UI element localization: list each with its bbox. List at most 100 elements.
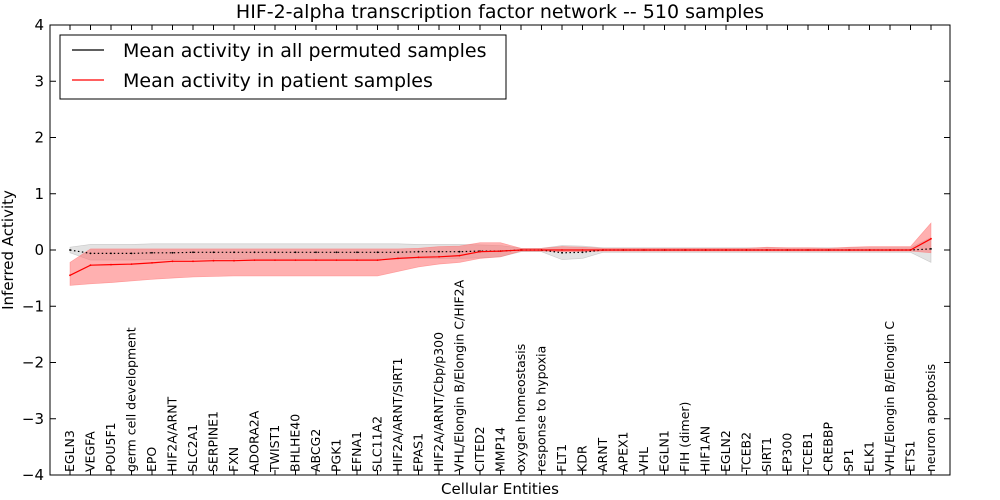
y-tick-label: 2 (34, 129, 44, 147)
x-tick-label: HIF2A/ARNT/SIRT1 (390, 358, 405, 472)
x-tick-label: CREBBP (821, 422, 836, 472)
y-tick-label: −3 (22, 410, 44, 428)
x-tick-label: neuron apoptosis (923, 364, 938, 472)
y-tick-label: 3 (34, 72, 44, 90)
point-permuted-24 (561, 251, 563, 254)
point-patient-27 (622, 249, 625, 251)
point-patient-3 (130, 263, 133, 265)
point-patient-28 (643, 249, 645, 251)
point-patient-40 (889, 249, 891, 251)
point-patient-12 (315, 259, 317, 261)
point-patient-26 (602, 249, 604, 251)
x-tick-label: EGLN2 (718, 430, 733, 472)
x-tick-label: HIF2A/ARNT/Cbp/p300 (431, 332, 446, 472)
x-tick-label: TCEB2 (739, 432, 754, 473)
y-axis: −4 −3 −2 −1 0 1 2 3 4 (22, 16, 950, 484)
x-tick-label: EPO (144, 447, 159, 472)
point-patient-24 (561, 249, 563, 251)
x-tick-label: EPAS1 (411, 433, 426, 472)
point-patient-32 (725, 249, 727, 251)
x-tick-label: TCEB1 (800, 432, 815, 473)
x-tick-label: ARNT (595, 437, 610, 472)
point-permuted-8 (233, 251, 235, 254)
x-axis: EGLN3 VEGFA POU5F1 germ cell development EPO… (62, 25, 938, 475)
point-patient-16 (397, 257, 399, 260)
point-permuted-15 (376, 251, 379, 254)
x-tick-label: FLT1 (554, 444, 569, 472)
point-patient-29 (663, 249, 666, 251)
point-patient-17 (417, 256, 420, 259)
point-patient-30 (684, 249, 686, 251)
point-permuted-2 (110, 252, 112, 255)
point-permuted-14 (356, 251, 358, 254)
x-tick-label: HIF2A/ARNT (165, 396, 180, 472)
point-patient-18 (438, 255, 440, 258)
point-patient-38 (848, 249, 850, 251)
x-tick-label: SERPINE1 (206, 411, 221, 472)
point-patient-9 (253, 259, 256, 261)
point-patient-23 (540, 249, 543, 251)
point-permuted-17 (417, 250, 420, 253)
x-tick-label: FIH (dimer) (677, 402, 692, 472)
x-tick-label: germ cell development (124, 327, 139, 472)
point-patient-7 (212, 259, 215, 262)
x-tick-label: HIF1AN (698, 426, 713, 472)
point-patient-22 (520, 249, 522, 251)
x-tick-label: ETS1 (903, 441, 918, 472)
y-axis-label: Inferred Activity (0, 190, 17, 310)
point-permuted-18 (438, 250, 440, 253)
y-tick-label: −4 (22, 466, 44, 484)
point-patient-19 (458, 254, 461, 257)
x-tick-label: VHL (636, 447, 651, 472)
x-tick-label: MMP14 (493, 427, 508, 472)
point-patient-34 (766, 249, 768, 251)
point-patient-14 (356, 259, 358, 261)
point-permuted-12 (315, 251, 317, 254)
point-permuted-9 (253, 251, 256, 254)
point-patient-37 (827, 249, 830, 251)
legend-box (59, 34, 507, 100)
x-tick-label: ABCG2 (308, 429, 323, 472)
point-patient-2 (110, 263, 112, 266)
x-tick-label: KDR (575, 445, 590, 472)
point-patient-35 (786, 249, 789, 251)
x-tick-label: ADORA2A (247, 410, 262, 472)
x-tick-label: ELK1 (862, 441, 877, 472)
x-tick-label: EP300 (780, 433, 795, 472)
y-tick-label: −2 (22, 354, 44, 372)
x-tick-label: BHLHE40 (288, 414, 303, 472)
point-patient-1 (89, 264, 92, 267)
x-tick-label: CITED2 (472, 426, 487, 472)
point-patient-21 (499, 250, 502, 253)
x-tick-label: VEGFA (83, 431, 98, 472)
x-tick-label: POU5F1 (103, 422, 118, 472)
point-permuted-10 (274, 251, 276, 254)
point-patient-13 (335, 259, 338, 261)
legend: Mean activity in all permuted samples Me… (59, 34, 507, 100)
point-patient-6 (192, 260, 194, 263)
point-permuted-7 (212, 251, 215, 254)
band-patient (69, 222, 932, 286)
point-patient-4 (151, 262, 153, 264)
point-permuted-13 (335, 251, 338, 254)
legend-label-patient: Mean activity in patient samples (123, 70, 433, 92)
point-permuted-19 (458, 250, 461, 253)
point-patient-15 (376, 259, 379, 261)
point-patient-42 (930, 237, 932, 240)
confidence-bands (69, 222, 932, 286)
x-tick-label: EGLN1 (657, 430, 672, 472)
x-tick-label: VHL/Elongin B/Elongin C (882, 321, 897, 472)
x-tick-label: SP1 (841, 449, 856, 472)
chart-title: HIF-2-alpha transcription factor network… (236, 1, 764, 23)
y-tick-label: 0 (34, 241, 44, 259)
point-patient-25 (581, 249, 584, 251)
x-tick-label: FXN (226, 447, 241, 472)
point-patient-39 (868, 249, 871, 251)
point-patient-5 (171, 260, 174, 263)
point-patient-33 (745, 249, 748, 251)
point-permuted-42 (930, 248, 932, 250)
legend-label-permuted: Mean activity in all permuted samples (123, 40, 486, 62)
x-tick-label: SLC2A1 (185, 424, 200, 472)
point-patient-31 (704, 249, 707, 251)
